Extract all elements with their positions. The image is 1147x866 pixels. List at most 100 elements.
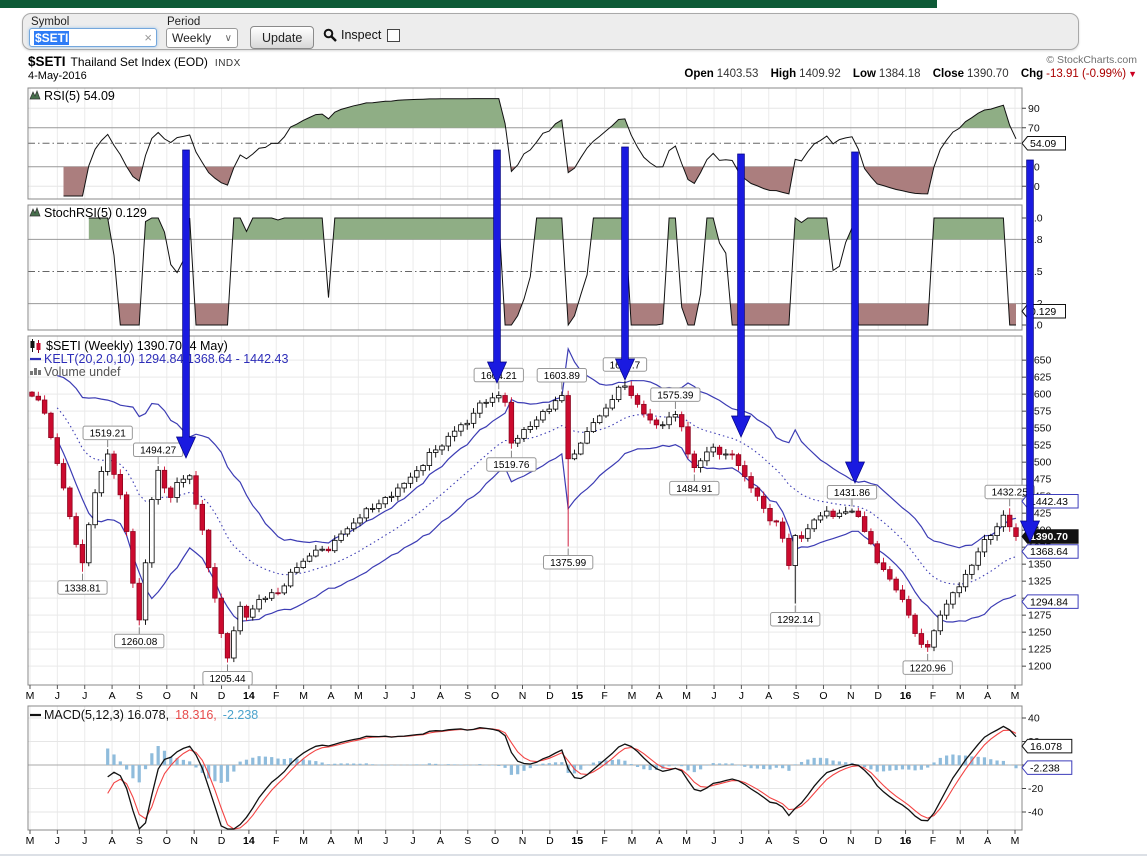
blue-arrows [175, 146, 1041, 543]
axis-tick-label: 10 [1028, 181, 1040, 193]
x-axis-label: M [628, 690, 637, 702]
macd-panel: MACD(5,12,3) 16.078, 18.316, -2.238 [30, 708, 1018, 831]
price-annotation-label: 1494.27 [140, 446, 177, 457]
x-axis-label: F [601, 690, 607, 702]
sto-panel-border [27, 204, 1023, 331]
stochrsi-upper-fill [667, 218, 677, 240]
x-axis-label: M [682, 835, 691, 847]
x-axis-label: F [273, 835, 279, 847]
x-axis-label: D [874, 835, 882, 847]
stochrsi-legend: StochRSI(5) 0.129 [44, 206, 147, 220]
price-annotation-label: 1519.76 [493, 460, 530, 471]
quote-strip: Open 1403.53 High 1409.92 Low 1384.18 Close… [675, 68, 1137, 80]
x-axis-label: M [682, 690, 691, 702]
x-axis-label: D [874, 690, 882, 702]
x-axis-label: J [55, 690, 60, 702]
x-axis-label: M [956, 690, 965, 702]
chart-name: Thailand Set Index (EOD) [70, 55, 208, 69]
stockcharts-credit: © StockCharts.com [1046, 54, 1137, 66]
stochrsi-upper-fill [534, 218, 564, 240]
axis-callout-text: 1442.43 [1030, 496, 1068, 508]
x-axis-label: A [327, 835, 334, 847]
top-green-bar [0, 0, 937, 8]
price-annotation-label: 1338.81 [64, 583, 101, 594]
x-axis-label: O [819, 835, 827, 847]
blue-arrow [1019, 159, 1041, 543]
blue-arrow [844, 151, 866, 484]
inspect-control: Inspect [323, 28, 401, 42]
symbol-input-value: $SETI [34, 30, 70, 45]
price-annotation-label: 1519.21 [90, 429, 127, 440]
x-axis-label: A [765, 835, 772, 847]
stochrsi-upper-fill [591, 218, 627, 240]
axis-callout-text: 1368.64 [1030, 546, 1068, 558]
chart-toolbar: Symbol Period $SETI × Weekly ∨ Update In… [22, 13, 1079, 50]
price-annotation [770, 612, 821, 627]
blue-arrow [486, 149, 508, 384]
rsi-line [63, 98, 1017, 197]
high-value: 1409.92 [799, 68, 841, 80]
down-triangle-icon: ▼ [1128, 69, 1137, 79]
x-axis-label: N [847, 690, 855, 702]
rsi-oversold-fill [735, 166, 794, 194]
update-button[interactable]: Update [250, 26, 315, 49]
axis-tick-label: 90 [1028, 103, 1040, 115]
inspect-checkbox[interactable] [387, 28, 401, 42]
low-value: 1384.18 [878, 68, 921, 80]
price-annotation [650, 387, 701, 402]
x-axis-label: N [190, 690, 198, 702]
blue-arrow [614, 146, 636, 381]
price-annotation [486, 457, 537, 472]
x-axis-label: A [656, 835, 663, 847]
macd-line [107, 725, 1017, 831]
x-axis-label: A [109, 690, 116, 702]
x-axis-label: A [437, 690, 444, 702]
open-value: 1403.53 [716, 68, 759, 80]
x-axis-label: O [491, 690, 499, 702]
x-axis-label: J [711, 690, 716, 702]
period-select[interactable]: Weekly ∨ [166, 28, 238, 48]
open-label: Open [684, 68, 714, 80]
price-annotation [902, 660, 953, 675]
rsi-panel: RSI(5) 54.09 [29, 89, 1017, 197]
axis-tick-label: 1575 [1028, 406, 1052, 418]
x-axis-label: M [354, 835, 363, 847]
close-label: Close [932, 68, 965, 80]
x-axis-label: A [109, 835, 116, 847]
axis-callout-text: 54.09 [1030, 138, 1056, 150]
stochrsi-lower-fill [1008, 303, 1016, 325]
x-axis-label: M [354, 690, 363, 702]
x-axis-label: 14 [243, 835, 255, 847]
keltner-upper-band [57, 346, 1017, 549]
stochrsi-lower-fill [730, 303, 791, 325]
rsi-oversold-fill [204, 166, 235, 186]
x-axis-label: S [793, 835, 800, 847]
price-annotation [669, 480, 720, 496]
axis-callout-text: 16.078 [1030, 741, 1062, 753]
stochrsi-lower-fill [681, 303, 699, 325]
stochrsi-upper-fill [88, 218, 112, 240]
keltner-legend: KELT(20,2.0,10) 1294.84 1368.64 - 1442.4… [44, 352, 288, 366]
price-annotation [536, 368, 587, 383]
x-axis-label: 15 [571, 835, 583, 847]
price-annotation-label: 1205.44 [209, 674, 246, 685]
axis-tick-label: 1475 [1028, 474, 1052, 486]
area-chart-icon [29, 207, 41, 217]
symbol-input[interactable]: $SETI × [29, 28, 157, 47]
axis-tick-label: 70 [1028, 122, 1040, 134]
x-axis-label: D [218, 835, 226, 847]
clear-icon[interactable]: × [144, 30, 152, 45]
stochrsi-line [88, 217, 1016, 327]
axis-tick-label: 1600 [1028, 389, 1052, 401]
period-label: Period [167, 16, 201, 28]
axis-tick-label: 30 [1028, 161, 1040, 173]
rsi-overbought-fill [290, 98, 506, 128]
x-axis-label: S [464, 835, 471, 847]
x-axis-label: F [273, 690, 279, 702]
macd-signal-line [107, 727, 1017, 830]
x-axis-label: M [628, 835, 637, 847]
axis-tick-label: 1325 [1028, 576, 1052, 588]
axis-callout [1021, 760, 1073, 775]
axis-tick-label: 1250 [1028, 627, 1052, 639]
x-axis-label: J [82, 690, 87, 702]
